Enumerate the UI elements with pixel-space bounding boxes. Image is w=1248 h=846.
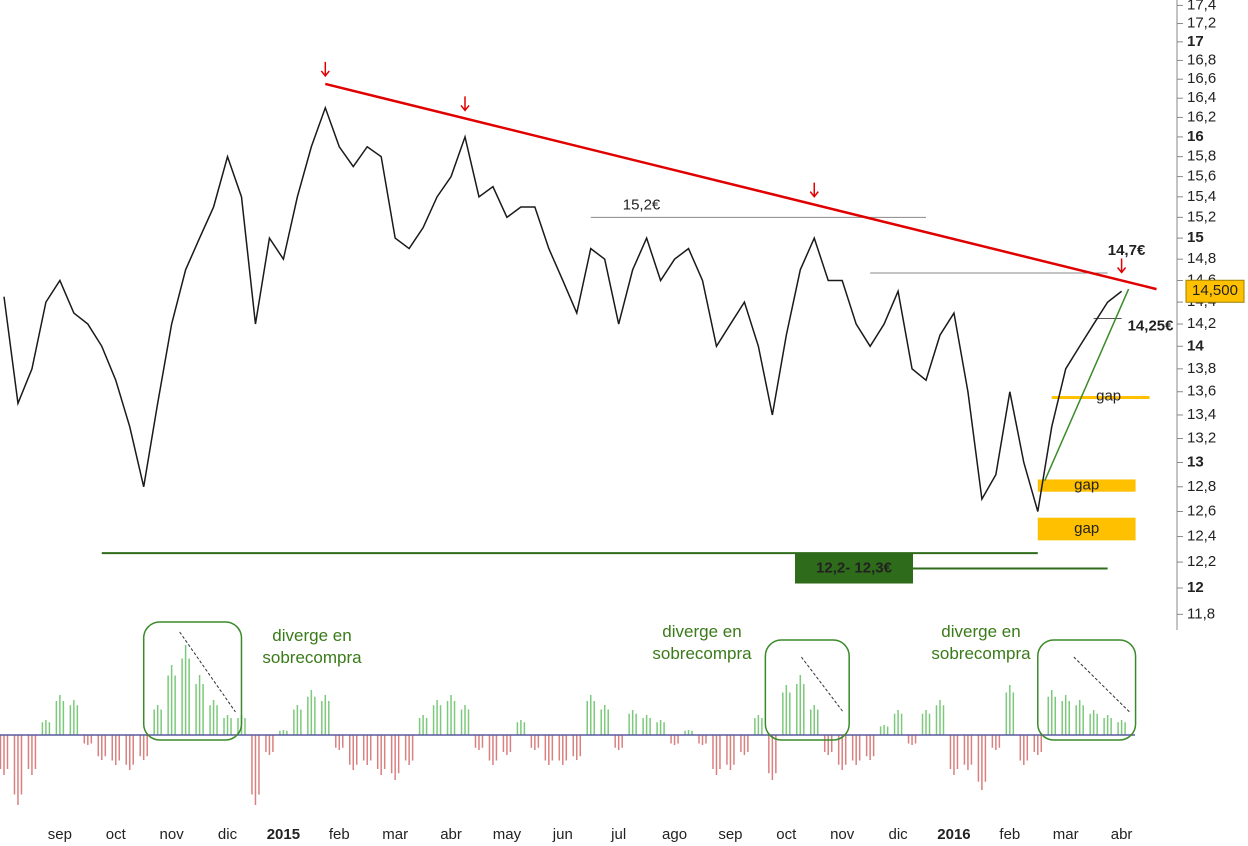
price-line [3, 105, 1123, 512]
y-tick-label: 14,8 [1187, 250, 1216, 267]
level-label: 12,2- 12,3€ [816, 559, 893, 576]
y-tick-label: 12,2 [1187, 553, 1216, 570]
x-tick-label: jul [610, 826, 626, 843]
y-tick-label: 17,4 [1187, 0, 1216, 13]
trend-label: 14,7€ [1108, 242, 1146, 259]
x-tick-label: ago [662, 826, 687, 843]
x-tick-label: oct [106, 826, 127, 843]
x-tick-label: nov [830, 826, 855, 843]
y-tick-label: 16,4 [1187, 89, 1216, 106]
divergence-line [800, 656, 844, 713]
x-tick-label: 2016 [937, 826, 970, 843]
y-tick-label: 13,8 [1187, 360, 1216, 377]
y-tick-label: 14 [1187, 337, 1204, 354]
x-tick-label: dic [218, 826, 238, 843]
divergence-box [142, 621, 243, 741]
divergence-label: diverge en sobrecompra [931, 622, 1031, 663]
y-tick-label: 15,8 [1187, 148, 1216, 165]
x-tick-label: oct [776, 826, 797, 843]
divergence-line [179, 631, 236, 713]
price-tag-label: 14,500 [1192, 282, 1238, 299]
x-tick-label: 2015 [267, 826, 300, 843]
y-tick-label: 16 [1187, 128, 1204, 145]
peak-arrow [320, 61, 330, 78]
y-tick-label: 15,6 [1187, 168, 1216, 185]
y-tick-label: 13 [1187, 453, 1204, 470]
x-tick-label: nov [160, 826, 185, 843]
y-tick-label: 13,6 [1187, 383, 1216, 400]
divergence-box [764, 639, 850, 741]
divergence-line [1073, 656, 1130, 713]
y-tick-label: 13,2 [1187, 430, 1216, 447]
level-label-box [795, 553, 913, 584]
x-tick-label: mar [382, 826, 408, 843]
trend-line [1044, 288, 1130, 481]
x-tick-label: mar [1053, 826, 1079, 843]
y-tick-label: 12,4 [1187, 528, 1216, 545]
y-tick-label: 14,2 [1187, 315, 1216, 332]
gap-label: gap [1074, 520, 1099, 537]
y-tick-label: 12,6 [1187, 502, 1216, 519]
gap-box [1037, 517, 1136, 541]
level-label: 15,2€ [623, 196, 661, 213]
peak-arrow [460, 96, 470, 112]
y-tick-label: 15,2 [1187, 208, 1216, 225]
y-tick-label: 16,6 [1187, 70, 1216, 87]
divergence-label: diverge en sobrecompra [262, 626, 362, 667]
y-tick-label: 16,8 [1187, 51, 1216, 68]
level-label: 14,25€ [1128, 318, 1175, 335]
x-tick-label: sep [718, 826, 742, 843]
y-tick-label: 15,4 [1187, 188, 1216, 205]
gap-label: gap [1074, 477, 1099, 494]
peak-arrow [1117, 258, 1127, 274]
x-tick-label: feb [999, 826, 1020, 843]
peak-arrow [809, 182, 819, 198]
y-tick-label: 12 [1187, 579, 1204, 596]
x-tick-label: dic [888, 826, 908, 843]
y-tick-label: 16,2 [1187, 108, 1216, 125]
divergence-label: diverge en sobrecompra [652, 622, 752, 663]
gap-box [1037, 479, 1136, 492]
y-tick-label: 11,8 [1187, 605, 1215, 622]
x-tick-label: may [493, 826, 522, 843]
gap-label: gap [1096, 387, 1121, 404]
x-tick-label: abr [440, 826, 462, 843]
y-tick-label: 17 [1187, 33, 1204, 50]
trend-line [325, 82, 1157, 291]
y-tick-label: 13,4 [1187, 406, 1216, 423]
price-tag [1185, 279, 1245, 303]
x-tick-label: sep [48, 826, 72, 843]
divergence-box [1037, 639, 1137, 741]
y-tick-label: 17,2 [1187, 14, 1216, 31]
x-tick-label: abr [1111, 826, 1133, 843]
y-tick-label: 15 [1187, 229, 1204, 246]
x-tick-label: jun [552, 826, 573, 843]
y-tick-label: 12,8 [1187, 478, 1216, 495]
x-tick-label: feb [329, 826, 350, 843]
